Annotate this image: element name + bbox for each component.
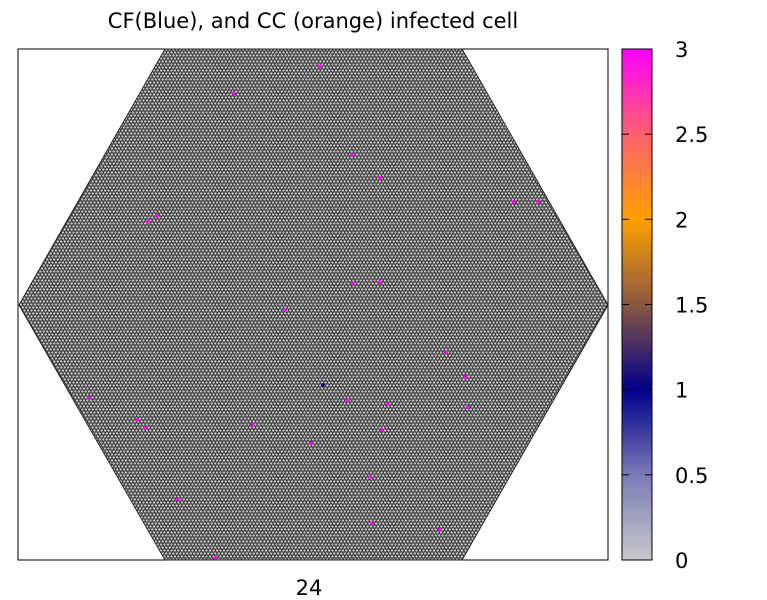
colorbar-tick-label: 0.5 xyxy=(675,464,708,488)
infected-cell xyxy=(368,475,372,479)
infected-cell xyxy=(232,91,236,95)
infected-cell xyxy=(155,214,159,218)
infected-cell xyxy=(250,423,255,427)
infected-cell xyxy=(283,308,287,312)
colorbar-tick-label: 0 xyxy=(675,549,688,573)
infected-cell xyxy=(214,556,218,560)
colorbar-tick-label: 1 xyxy=(675,379,688,403)
infected-cell xyxy=(377,176,382,181)
infected-cell xyxy=(350,281,355,286)
infected-cell xyxy=(346,398,350,402)
hex-grid xyxy=(18,48,609,561)
colorbar-ticks: 0 0.5 1 1.5 2 2.5 3 xyxy=(622,38,708,573)
infected-cell xyxy=(385,402,390,406)
infected-cell xyxy=(438,528,442,532)
infected-cell xyxy=(444,350,448,354)
infected-cell xyxy=(87,396,91,400)
x-axis-label: 24 xyxy=(296,576,323,600)
infected-cell xyxy=(135,418,139,422)
infected-cell xyxy=(464,375,468,379)
colorbar-tick-label: 2.5 xyxy=(675,123,708,147)
colorbar-tick-label: 2 xyxy=(675,208,688,232)
infected-cell xyxy=(536,200,540,204)
infected-cell xyxy=(143,426,147,430)
chart-title: CF(Blue), and CC (orange) infected cell xyxy=(108,9,518,33)
infected-cell xyxy=(369,521,374,525)
infected-cells xyxy=(87,64,540,560)
infected-cell xyxy=(511,200,516,204)
infected-cell xyxy=(466,405,470,409)
infected-cell xyxy=(310,441,314,445)
infected-cell xyxy=(320,383,325,387)
colorbar-tick-label: 1.5 xyxy=(675,294,708,318)
infected-cell xyxy=(145,220,150,224)
colorbar-tick-label: 3 xyxy=(675,38,688,62)
infected-cell xyxy=(176,497,180,501)
infected-cell xyxy=(377,280,382,284)
infected-cell xyxy=(380,428,384,433)
infected-cell xyxy=(349,153,354,157)
infected-cell xyxy=(318,64,322,69)
